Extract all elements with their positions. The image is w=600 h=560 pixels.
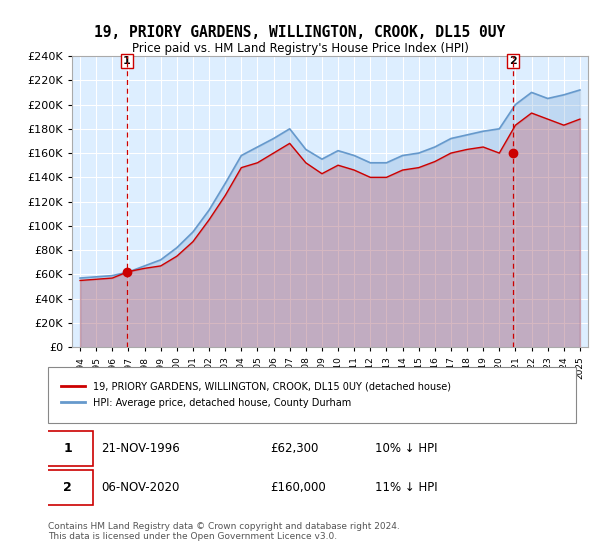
Text: 06-NOV-2020: 06-NOV-2020 bbox=[101, 482, 179, 494]
Text: 19, PRIORY GARDENS, WILLINGTON, CROOK, DL15 0UY: 19, PRIORY GARDENS, WILLINGTON, CROOK, D… bbox=[94, 25, 506, 40]
Text: 11% ↓ HPI: 11% ↓ HPI bbox=[376, 482, 438, 494]
Text: Price paid vs. HM Land Registry's House Price Index (HPI): Price paid vs. HM Land Registry's House … bbox=[131, 42, 469, 55]
Text: 21-NOV-1996: 21-NOV-1996 bbox=[101, 442, 179, 455]
Legend: 19, PRIORY GARDENS, WILLINGTON, CROOK, DL15 0UY (detached house), HPI: Average p: 19, PRIORY GARDENS, WILLINGTON, CROOK, D… bbox=[53, 374, 458, 416]
Text: Contains HM Land Registry data © Crown copyright and database right 2024.
This d: Contains HM Land Registry data © Crown c… bbox=[48, 522, 400, 542]
Text: 10% ↓ HPI: 10% ↓ HPI bbox=[376, 442, 438, 455]
FancyBboxPatch shape bbox=[43, 470, 93, 505]
Text: £62,300: £62,300 bbox=[270, 442, 318, 455]
FancyBboxPatch shape bbox=[48, 367, 576, 423]
Text: 2: 2 bbox=[509, 56, 517, 66]
FancyBboxPatch shape bbox=[43, 431, 93, 466]
Text: 2: 2 bbox=[63, 482, 72, 494]
Text: 1: 1 bbox=[63, 442, 72, 455]
Text: 1: 1 bbox=[123, 56, 131, 66]
Text: £160,000: £160,000 bbox=[270, 482, 326, 494]
